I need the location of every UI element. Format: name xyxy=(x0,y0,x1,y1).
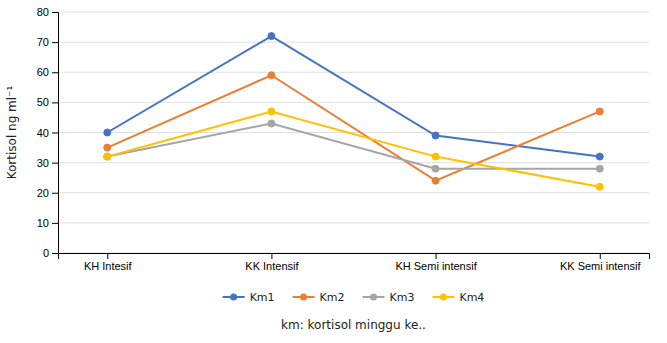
tick: 60 xyxy=(37,66,58,78)
tick-mark xyxy=(107,253,108,259)
grid-line xyxy=(58,102,649,103)
tick-mark xyxy=(52,102,58,103)
legend-item: Km4 xyxy=(432,291,484,304)
series xyxy=(104,72,604,184)
grid-line xyxy=(58,12,649,13)
legend-label: Km4 xyxy=(459,291,484,304)
line xyxy=(107,75,600,180)
tick-mark xyxy=(52,42,58,43)
marker xyxy=(104,153,111,160)
tick-mark xyxy=(52,253,58,254)
marker xyxy=(432,177,439,184)
tick: 10 xyxy=(37,217,58,229)
legend-marker xyxy=(230,294,237,301)
tick: KK Semi intensif xyxy=(560,253,642,272)
legend-marker xyxy=(300,294,307,301)
tick: KH Intesif xyxy=(84,253,133,272)
tick-label: 20 xyxy=(37,187,49,199)
tick-label: 50 xyxy=(37,96,49,108)
series xyxy=(104,120,604,172)
legend-item: Km1 xyxy=(223,291,275,304)
tick-mark xyxy=(271,253,272,259)
tick: 40 xyxy=(37,127,58,139)
tick-mark xyxy=(436,253,437,259)
line xyxy=(107,36,600,157)
legend-item: Km2 xyxy=(293,291,345,304)
series xyxy=(104,108,604,190)
marker xyxy=(268,33,275,40)
series-group xyxy=(104,33,604,191)
marker xyxy=(596,153,603,160)
tick-label: KH Semi intensif xyxy=(395,260,477,272)
tick-mark xyxy=(600,253,601,259)
tick-label: KK Intensif xyxy=(245,260,299,272)
chart: 01020304050607080KH IntesifKK IntensifKH… xyxy=(0,0,667,343)
tick-label: KH Intesif xyxy=(84,260,133,272)
tick-label: 0 xyxy=(43,247,49,259)
grid-line xyxy=(58,192,649,193)
legend: Km1 Km2 Km3 Km4 xyxy=(223,291,485,304)
marker xyxy=(104,144,111,151)
x-axis: KH Intesif KK Intensif KH Semi intensif KK … xyxy=(59,253,650,272)
x-axis-title: km: kortisol minggu ke.. xyxy=(281,318,426,332)
legend-marker xyxy=(440,294,447,301)
grid-line xyxy=(58,42,649,43)
axis-line xyxy=(59,254,650,260)
tick: 70 xyxy=(37,36,58,48)
plot-area: 01020304050607080KH IntesifKK IntensifKH… xyxy=(37,6,650,272)
y-axis-title: Kortisol ng ml⁻¹ xyxy=(5,86,19,180)
marker xyxy=(596,108,603,115)
tick: 50 xyxy=(37,96,58,108)
tick: 80 xyxy=(37,6,58,18)
marker xyxy=(268,108,275,115)
marker xyxy=(596,183,603,190)
tick: 30 xyxy=(37,157,58,169)
tick: KK Intensif xyxy=(245,253,299,272)
legend-label: Km2 xyxy=(320,291,345,304)
tick-label: 10 xyxy=(37,217,49,229)
marker xyxy=(596,165,603,172)
marker xyxy=(268,72,275,79)
line xyxy=(107,111,600,186)
tick: 0 xyxy=(43,247,58,259)
grid-line xyxy=(58,72,649,73)
tick-label: 60 xyxy=(37,66,49,78)
tick-label: 80 xyxy=(37,6,49,18)
legend-label: Km1 xyxy=(250,291,275,304)
marker xyxy=(432,132,439,139)
tick-label: 70 xyxy=(37,36,49,48)
legend-label: Km3 xyxy=(390,291,415,304)
line xyxy=(107,123,600,168)
tick-mark xyxy=(52,12,58,13)
tick: KH Semi intensif xyxy=(395,253,477,272)
marker xyxy=(432,153,439,160)
marker xyxy=(268,120,275,127)
tick-label: 40 xyxy=(37,127,49,139)
tick: 20 xyxy=(37,187,58,199)
axis-line xyxy=(52,13,59,254)
tick-label: KK Semi intensif xyxy=(560,260,642,272)
grid-line xyxy=(58,132,649,133)
tick-mark xyxy=(52,193,58,194)
legend-item: Km3 xyxy=(363,291,415,304)
legend-marker xyxy=(370,294,377,301)
tick-mark xyxy=(52,163,58,164)
grid-line xyxy=(58,222,649,223)
grid-line xyxy=(58,162,649,163)
marker xyxy=(432,165,439,172)
tick-mark xyxy=(52,133,58,134)
grid xyxy=(58,12,649,253)
tick-label: 30 xyxy=(37,157,49,169)
y-axis: 0 10 20 30 40 50 60 70 80 xyxy=(37,6,59,259)
tick-mark xyxy=(52,72,58,73)
tick-mark xyxy=(52,223,58,224)
marker xyxy=(104,153,111,160)
marker xyxy=(104,129,111,136)
